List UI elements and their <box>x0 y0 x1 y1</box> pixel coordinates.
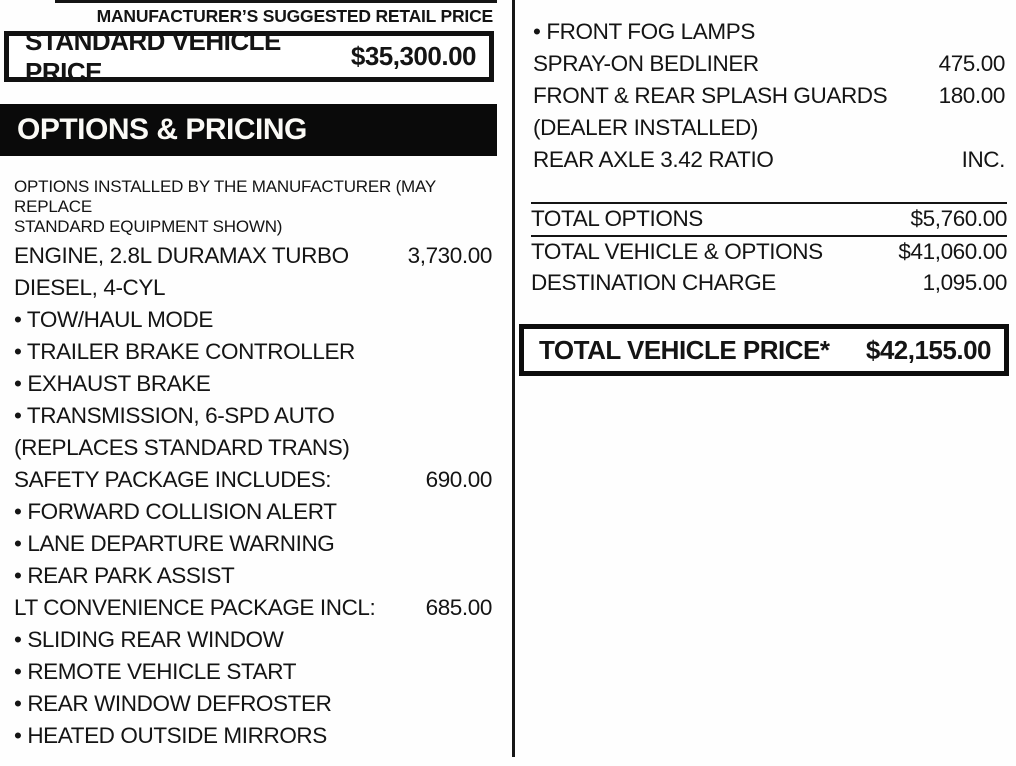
options-and-pricing-title: OPTIONS & PRICING <box>17 113 307 146</box>
option-price: 685.00 <box>425 595 493 620</box>
total-label: TOTAL VEHICLE & OPTIONS <box>531 239 823 264</box>
option-label: • REAR WINDOW DEFROSTER <box>14 691 332 716</box>
left-options-list: ENGINE, 2.8L DURAMAX TURBO 3,730.00 DIES… <box>14 240 492 752</box>
total-options-row: TOTAL OPTIONS $5,760.00 <box>531 204 1007 237</box>
option-row: • FORWARD COLLISION ALERT <box>14 496 492 528</box>
option-row: ENGINE, 2.8L DURAMAX TURBO 3,730.00 <box>14 240 492 272</box>
option-row: • LANE DEPARTURE WARNING <box>14 528 492 560</box>
total-vehicle-price-value: $42,155.00 <box>865 334 992 365</box>
option-row: • REAR WINDOW DEFROSTER <box>14 688 492 720</box>
option-label: • EXHAUST BRAKE <box>14 371 211 396</box>
option-label: • TOW/HAUL MODE <box>14 307 213 332</box>
option-label: • TRANSMISSION, 6-SPD AUTO <box>14 403 335 428</box>
option-label: SAFETY PACKAGE INCLUDES: <box>14 467 332 492</box>
option-row: FRONT & REAR SPLASH GUARDS 180.00 <box>533 80 1005 112</box>
total-vehicle-price-label: TOTAL VEHICLE PRICE* <box>539 334 830 365</box>
option-row: • TRANSMISSION, 6-SPD AUTO <box>14 400 492 432</box>
options-note-line1: OPTIONS INSTALLED BY THE MANUFACTURER (M… <box>14 177 436 216</box>
option-label: • FRONT FOG LAMPS <box>533 19 755 44</box>
options-and-pricing-header-bar: OPTIONS & PRICING <box>0 104 497 156</box>
column-divider-rule <box>512 0 515 757</box>
totals-block: TOTAL OPTIONS $5,760.00 TOTAL VEHICLE & … <box>531 202 1007 299</box>
option-row: • REMOTE VEHICLE START <box>14 656 492 688</box>
option-row: • TOW/HAUL MODE <box>14 304 492 336</box>
options-note-line2: STANDARD EQUIPMENT SHOWN) <box>14 217 283 236</box>
option-price: 475.00 <box>938 51 1006 76</box>
option-price: 690.00 <box>425 467 493 492</box>
option-price: 3,730.00 <box>407 243 493 268</box>
standard-vehicle-price-label: STANDARD VEHICLE PRICE <box>25 25 281 87</box>
total-value: $5,760.00 <box>910 206 1008 231</box>
option-row: (REPLACES STANDARD TRANS) <box>14 432 492 464</box>
option-label: • REMOTE VEHICLE START <box>14 659 297 684</box>
option-label: • SLIDING REAR WINDOW <box>14 627 284 652</box>
option-label: FRONT & REAR SPLASH GUARDS <box>533 83 888 108</box>
option-label: • REAR PARK ASSIST <box>14 563 235 588</box>
option-label: • FORWARD COLLISION ALERT <box>14 499 337 524</box>
option-row: • FRONT FOG LAMPS <box>533 16 1005 48</box>
option-row: • REAR PARK ASSIST <box>14 560 492 592</box>
option-row: SPRAY-ON BEDLINER 475.00 <box>533 48 1005 80</box>
option-row: • HEATED OUTSIDE MIRRORS <box>14 720 492 752</box>
option-price: INC. <box>961 147 1006 172</box>
option-row: DIESEL, 4-CYL <box>14 272 492 304</box>
total-label: TOTAL OPTIONS <box>531 206 703 231</box>
option-row: SAFETY PACKAGE INCLUDES: 690.00 <box>14 464 492 496</box>
option-row: • EXHAUST BRAKE <box>14 368 492 400</box>
option-label: (DEALER INSTALLED) <box>533 115 758 140</box>
option-label: • TRAILER BRAKE CONTROLLER <box>14 339 355 364</box>
option-label: LT CONVENIENCE PACKAGE INCL: <box>14 595 376 620</box>
total-value: $41,060.00 <box>898 239 1007 264</box>
total-vehicle-options-row: TOTAL VEHICLE & OPTIONS $41,060.00 <box>531 237 1007 268</box>
option-row: • SLIDING REAR WINDOW <box>14 624 492 656</box>
option-row: LT CONVENIENCE PACKAGE INCL: 685.00 <box>14 592 492 624</box>
option-label: (REPLACES STANDARD TRANS) <box>14 435 350 460</box>
option-label: SPRAY-ON BEDLINER <box>533 51 759 76</box>
total-label: DESTINATION CHARGE <box>531 270 776 295</box>
total-vehicle-price-box: TOTAL VEHICLE PRICE* $42,155.00 <box>519 324 1009 376</box>
option-label: • HEATED OUTSIDE MIRRORS <box>14 723 327 748</box>
standard-vehicle-price-box: STANDARD VEHICLE PRICE $35,300.00 <box>4 26 494 87</box>
top-partial-rule <box>55 0 497 3</box>
option-price: 180.00 <box>938 83 1006 108</box>
option-label: ENGINE, 2.8L DURAMAX TURBO <box>14 243 349 268</box>
standard-vehicle-price-value: $35,300.00 <box>350 41 477 71</box>
option-row: • TRAILER BRAKE CONTROLLER <box>14 336 492 368</box>
option-label: REAR AXLE 3.42 RATIO <box>533 147 774 172</box>
option-row: REAR AXLE 3.42 RATIO INC. <box>533 144 1005 176</box>
option-label: DIESEL, 4-CYL <box>14 275 166 300</box>
msrp-heading: MANUFACTURER’S SUGGESTED RETAIL PRICE <box>96 6 494 26</box>
right-options-list: • FRONT FOG LAMPS SPRAY-ON BEDLINER 475.… <box>533 16 1005 176</box>
destination-charge-row: DESTINATION CHARGE 1,095.00 <box>531 268 1007 299</box>
option-row: (DEALER INSTALLED) <box>533 112 1005 144</box>
total-value: 1,095.00 <box>922 270 1008 295</box>
options-note: OPTIONS INSTALLED BY THE MANUFACTURER (M… <box>14 177 484 237</box>
option-label: • LANE DEPARTURE WARNING <box>14 531 335 556</box>
